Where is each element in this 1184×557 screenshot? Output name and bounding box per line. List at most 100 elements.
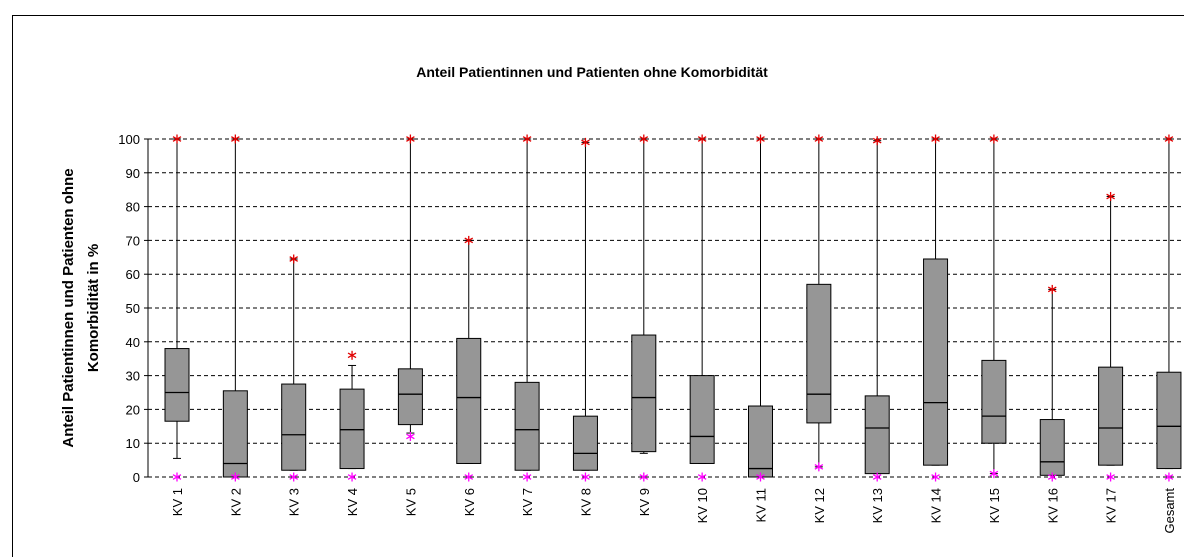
- min-marker-stroke: [172, 474, 182, 480]
- min-marker: [172, 472, 182, 482]
- max-marker: [464, 235, 474, 245]
- min-marker: [1106, 472, 1115, 482]
- chart-title: Anteil Patientinnen und Patienten ohne K…: [416, 64, 768, 80]
- y-tick-label: 30: [126, 369, 140, 384]
- box: [456, 337, 482, 464]
- y-axis-label: Komorbidität in %: [85, 244, 102, 372]
- x-tick-label: Gesamt: [1162, 488, 1177, 534]
- min-marker: [1164, 472, 1174, 482]
- max-marker: [697, 134, 707, 144]
- min-marker-stroke: [697, 474, 707, 480]
- max-marker: [581, 137, 590, 147]
- x-tick-label: KV 10: [695, 488, 710, 523]
- box: [281, 383, 307, 471]
- max-marker-stroke: [989, 136, 999, 142]
- min-marker: [581, 472, 590, 482]
- chart-frame: [12, 15, 1184, 557]
- x-tick-label: KV 1: [170, 488, 185, 516]
- max-marker-stroke: [1047, 286, 1057, 293]
- box: [572, 415, 598, 471]
- max-marker: [406, 134, 415, 144]
- box: [631, 334, 657, 453]
- max-marker-stroke: [639, 136, 649, 142]
- min-marker-stroke: [1106, 474, 1115, 480]
- y-tick-label: 100: [118, 132, 140, 147]
- x-tick-label: KV 5: [403, 488, 418, 516]
- box: [339, 388, 365, 470]
- min-marker: [464, 472, 474, 482]
- min-marker-stroke: [231, 474, 240, 480]
- min-marker: [522, 472, 532, 482]
- max-marker: [1164, 134, 1174, 144]
- max-marker-stroke: [814, 136, 824, 142]
- min-marker: [872, 472, 882, 482]
- min-marker-stroke: [464, 474, 474, 480]
- min-marker-stroke: [347, 474, 357, 480]
- max-marker-stroke: [697, 136, 707, 142]
- x-tick-label: KV 14: [929, 488, 944, 523]
- min-marker-stroke: [756, 474, 765, 480]
- min-marker-stroke: [581, 474, 590, 480]
- max-marker: [989, 134, 999, 144]
- y-tick-label: 80: [126, 200, 140, 215]
- max-marker-stroke: [931, 136, 940, 142]
- max-marker-stroke: [522, 136, 532, 142]
- max-marker-stroke: [464, 237, 474, 244]
- box: [397, 368, 423, 426]
- x-tick-label: KV 12: [812, 488, 827, 523]
- box: [864, 395, 890, 475]
- y-tick-label: 90: [126, 166, 140, 181]
- y-tick-label: 0: [133, 470, 140, 485]
- x-tick-label: KV 7: [520, 488, 535, 516]
- min-marker: [347, 472, 357, 482]
- y-tick-label: 10: [126, 436, 140, 451]
- min-marker: [756, 472, 765, 482]
- box: [981, 359, 1007, 444]
- x-tick-label: KV 2: [228, 488, 243, 516]
- box: [1098, 366, 1124, 466]
- x-tick-label: KV 9: [637, 488, 652, 516]
- min-marker-stroke: [522, 474, 532, 480]
- box: [514, 381, 540, 471]
- min-marker: [814, 462, 824, 472]
- max-marker: [639, 134, 649, 144]
- box: [748, 405, 773, 478]
- min-marker-stroke: [1047, 474, 1057, 480]
- max-marker-stroke: [581, 139, 590, 146]
- max-marker: [931, 134, 940, 144]
- box: [164, 348, 190, 422]
- min-marker-stroke: [814, 463, 824, 470]
- box: [1156, 371, 1182, 470]
- box: [1039, 419, 1065, 476]
- y-tick-label: 20: [126, 402, 140, 417]
- max-marker: [347, 350, 357, 360]
- max-marker-stroke: [406, 136, 415, 142]
- max-marker: [289, 254, 299, 264]
- x-tick-label: KV 6: [462, 488, 477, 516]
- min-marker-stroke: [872, 474, 882, 480]
- min-marker: [1047, 472, 1057, 482]
- x-tick-label: KV 15: [987, 488, 1002, 523]
- min-marker: [931, 472, 940, 482]
- max-marker: [172, 134, 182, 144]
- y-axis-label: Anteil Patientinnen und Patienten ohne: [60, 168, 77, 447]
- min-marker: [989, 469, 999, 479]
- max-marker-stroke: [231, 136, 240, 142]
- min-marker-stroke: [931, 474, 940, 480]
- x-tick-label: KV 13: [870, 488, 885, 523]
- box: [222, 390, 248, 478]
- min-marker: [697, 472, 707, 482]
- max-marker: [872, 136, 882, 146]
- max-marker: [231, 134, 240, 144]
- max-marker: [1047, 284, 1057, 294]
- max-marker-stroke: [347, 352, 357, 359]
- x-tick-label: KV 8: [578, 488, 593, 516]
- x-tick-label: KV 16: [1045, 488, 1060, 523]
- x-tick-label: KV 4: [345, 488, 360, 516]
- max-marker-stroke: [872, 137, 882, 144]
- max-marker-stroke: [172, 136, 182, 142]
- box: [689, 375, 715, 464]
- min-marker-stroke: [639, 474, 649, 480]
- min-marker-stroke: [406, 433, 415, 440]
